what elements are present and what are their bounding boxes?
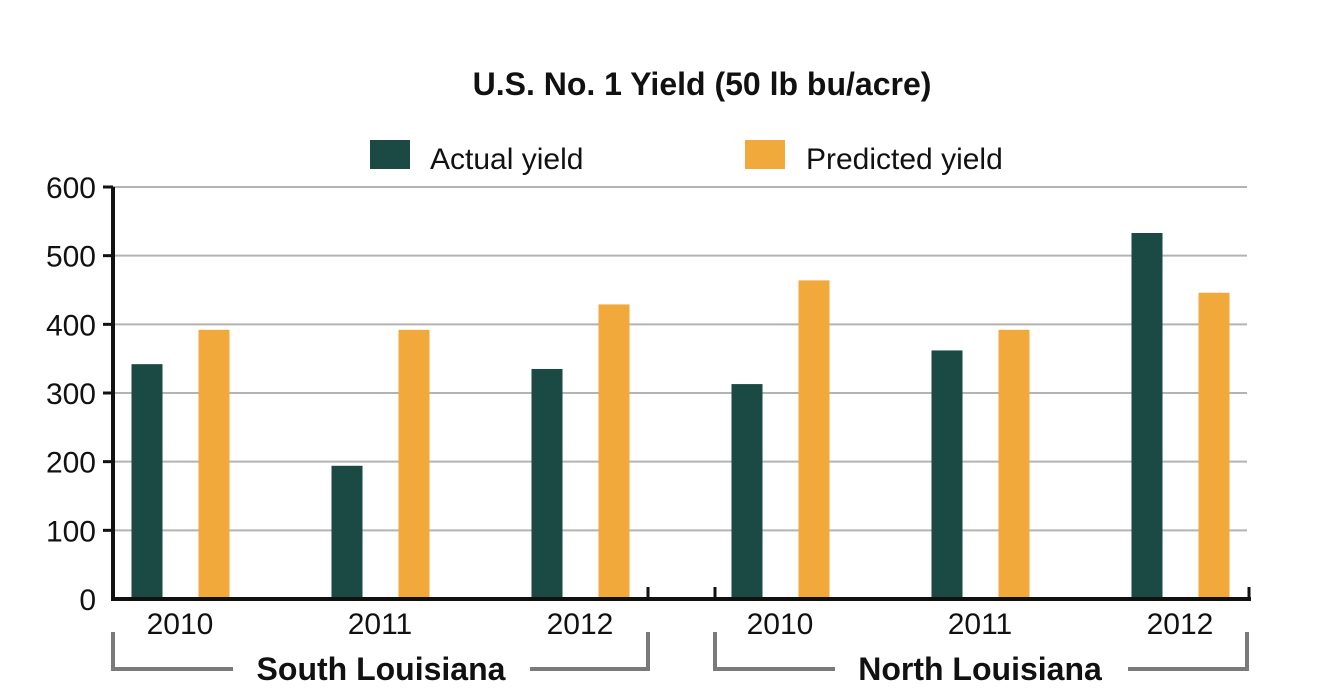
bar-actual-1: [331, 465, 363, 599]
legend-label-predicted: Predicted yield: [806, 143, 1003, 176]
legend: Actual yield Predicted yield: [370, 140, 1003, 176]
group-label-north: North Louisiana: [858, 651, 1102, 687]
x-tick-label: 2011: [348, 608, 413, 641]
group-bracket-north: [713, 632, 1249, 671]
x-tick-label: 2012: [1147, 608, 1214, 641]
chart-title: U.S. No. 1 Yield (50 lb bu/acre): [473, 66, 932, 102]
legend-swatch-actual: [370, 140, 410, 169]
bar-actual-3: [731, 384, 763, 599]
x-tick-label: 2011: [948, 608, 1013, 641]
y-tick-label: 400: [46, 309, 96, 342]
group-label-south: South Louisiana: [257, 651, 506, 687]
x-tick-label: 2012: [547, 608, 614, 641]
y-tick-label: 200: [46, 447, 96, 480]
y-tick-label: 500: [46, 241, 96, 274]
bar-predicted-3: [798, 280, 830, 599]
bar-predicted-2: [598, 304, 630, 599]
x-tick-label: 2010: [147, 608, 214, 641]
bar-actual-4: [931, 350, 963, 599]
y-tick-label: 0: [79, 584, 96, 617]
y-tick-label: 100: [46, 515, 96, 548]
bar-predicted-5: [1198, 292, 1230, 599]
bar-actual-0: [131, 364, 163, 599]
x-axis-ticks: 2010 2011 2012 2010 2011 2012: [147, 608, 1214, 641]
bar-actual-2: [531, 368, 563, 599]
bar-predicted-0: [198, 329, 230, 599]
legend-swatch-predicted: [745, 140, 785, 169]
group-bracket-south: [111, 632, 650, 671]
y-tick-label: 600: [46, 172, 96, 205]
bars: [131, 233, 1230, 600]
y-axis-ticks: 0 100 200 300 400 500 600: [46, 172, 113, 617]
bar-predicted-1: [398, 329, 430, 599]
bar-actual-5: [1131, 233, 1163, 600]
x-tick-label: 2010: [747, 608, 814, 641]
legend-label-actual: Actual yield: [430, 143, 583, 176]
y-tick-label: 300: [46, 378, 96, 411]
grid: [113, 186, 1247, 532]
bar-predicted-4: [998, 329, 1030, 599]
